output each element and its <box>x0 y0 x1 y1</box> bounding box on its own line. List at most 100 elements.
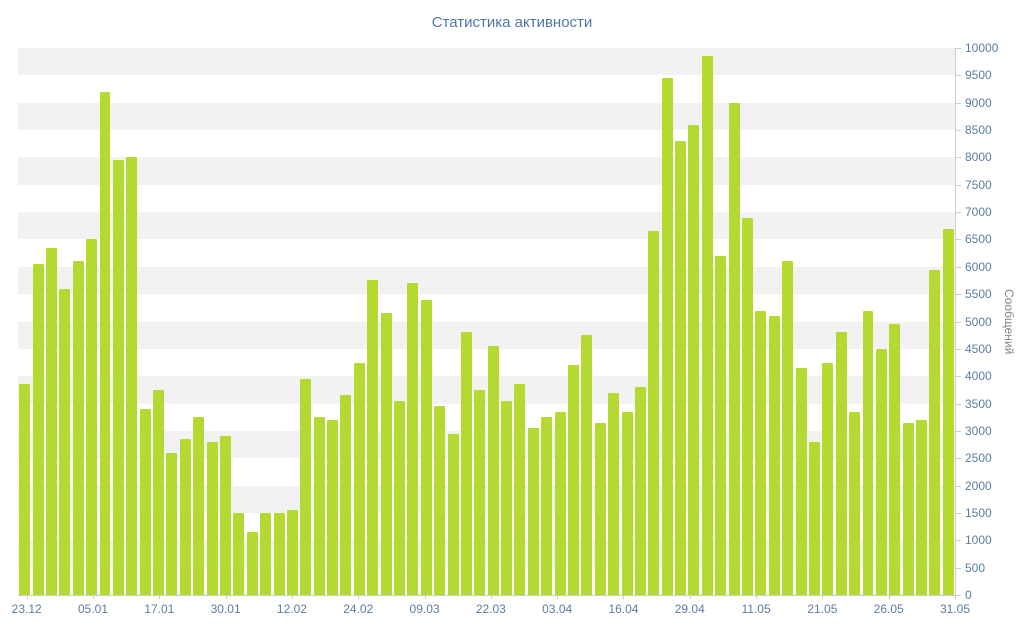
y-axis-tick <box>956 294 961 296</box>
bar <box>634 387 646 595</box>
bar <box>554 411 566 595</box>
bar <box>219 436 231 595</box>
bar <box>460 332 472 595</box>
x-axis-tick <box>689 595 691 599</box>
y-axis-label: 9500 <box>965 68 992 83</box>
bar <box>166 452 178 595</box>
bar <box>902 422 914 595</box>
x-axis-tick <box>93 595 94 599</box>
background-stripe <box>18 102 955 131</box>
x-axis-tick <box>623 595 625 599</box>
x-axis-tick <box>291 595 293 599</box>
y-axis-tick <box>956 458 961 460</box>
x-axis-label: 31.05 <box>939 602 971 616</box>
bar <box>86 239 98 595</box>
y-axis-label: 10000 <box>965 41 999 55</box>
y-axis-label: 5500 <box>965 287 992 302</box>
bar <box>380 313 392 595</box>
x-axis-tick <box>225 595 227 599</box>
bar <box>193 417 205 595</box>
bar <box>541 417 553 595</box>
bar <box>661 78 673 595</box>
y-axis-tick <box>956 485 961 487</box>
background-stripe <box>18 321 955 349</box>
bar <box>434 406 446 595</box>
x-axis-tick <box>358 595 360 599</box>
background-stripe <box>18 266 955 295</box>
bar <box>179 439 191 595</box>
y-axis-label: 4500 <box>965 341 992 356</box>
bar <box>99 91 111 595</box>
bar <box>808 441 820 595</box>
bar <box>621 411 633 595</box>
x-axis-tick <box>159 595 161 599</box>
bar <box>45 247 57 595</box>
bars-container <box>18 48 955 595</box>
bar <box>394 400 405 595</box>
bar <box>835 332 847 595</box>
y-axis-tick <box>956 266 961 268</box>
x-axis-tick <box>490 595 492 599</box>
x-axis-label: 12.02 <box>276 602 307 616</box>
bar <box>768 316 780 595</box>
x-axis-label: 22.03 <box>475 602 506 616</box>
x-axis-label: 09.03 <box>409 602 440 616</box>
bar <box>32 264 44 595</box>
x-axis-label: 17.01 <box>144 602 175 616</box>
bar <box>139 409 151 595</box>
y-axis-label: 5000 <box>965 314 992 329</box>
bar <box>59 288 71 595</box>
bar <box>273 512 285 595</box>
background-stripe <box>18 48 955 76</box>
y-axis-label: 2500 <box>965 451 992 466</box>
bar <box>755 310 767 595</box>
x-axis-tick <box>26 595 28 599</box>
bar <box>728 102 740 595</box>
bar <box>112 160 124 595</box>
bar <box>688 124 700 595</box>
y-axis-tick <box>956 430 961 432</box>
bar <box>407 283 419 595</box>
y-axis-tick <box>956 376 961 378</box>
bar <box>233 512 245 595</box>
y-axis-tick <box>956 512 961 514</box>
y-axis-label: 3000 <box>965 423 992 438</box>
x-axis-tick <box>955 595 956 599</box>
bar <box>929 269 941 595</box>
bar <box>889 324 901 595</box>
y-axis: 0 500 1000 1500 2000 2500 3000 3500 4000 4500 5000… <box>955 41 1015 602</box>
bar <box>942 228 954 595</box>
bar <box>608 392 620 595</box>
bar <box>514 384 526 595</box>
y-axis-tick <box>956 567 961 569</box>
bar <box>260 512 272 595</box>
x-axis-tick <box>756 595 758 599</box>
x-axis: 23.12 05.01 17.01 30.01 12.02 24.02 09.03 22.03… <box>12 595 970 621</box>
y-axis-tick <box>956 184 961 186</box>
bar <box>286 510 298 595</box>
y-axis-tick <box>956 48 961 49</box>
bar <box>126 157 138 595</box>
y-axis-label: 8500 <box>965 123 992 138</box>
bar <box>527 428 539 595</box>
bar <box>313 417 325 595</box>
bar <box>648 231 660 595</box>
bar <box>19 384 31 595</box>
x-axis-label: 26.05 <box>873 602 904 616</box>
bar <box>742 217 753 595</box>
y-axis-tick <box>956 130 961 132</box>
background-stripe <box>18 212 955 240</box>
bar <box>206 441 218 595</box>
y-axis-title: Сообщений <box>1002 288 1016 355</box>
y-axis-label: 1500 <box>965 505 992 520</box>
bar <box>353 362 365 595</box>
bar <box>340 395 352 595</box>
bar <box>487 346 499 595</box>
bar <box>420 299 432 595</box>
bar <box>675 141 687 595</box>
x-axis-label: 24.02 <box>343 602 374 616</box>
chart-title: Статистика активности <box>431 14 593 31</box>
x-axis-label: 05.01 <box>77 602 109 616</box>
x-axis-label: 23.12 <box>11 602 42 616</box>
y-axis-tick <box>956 75 961 77</box>
